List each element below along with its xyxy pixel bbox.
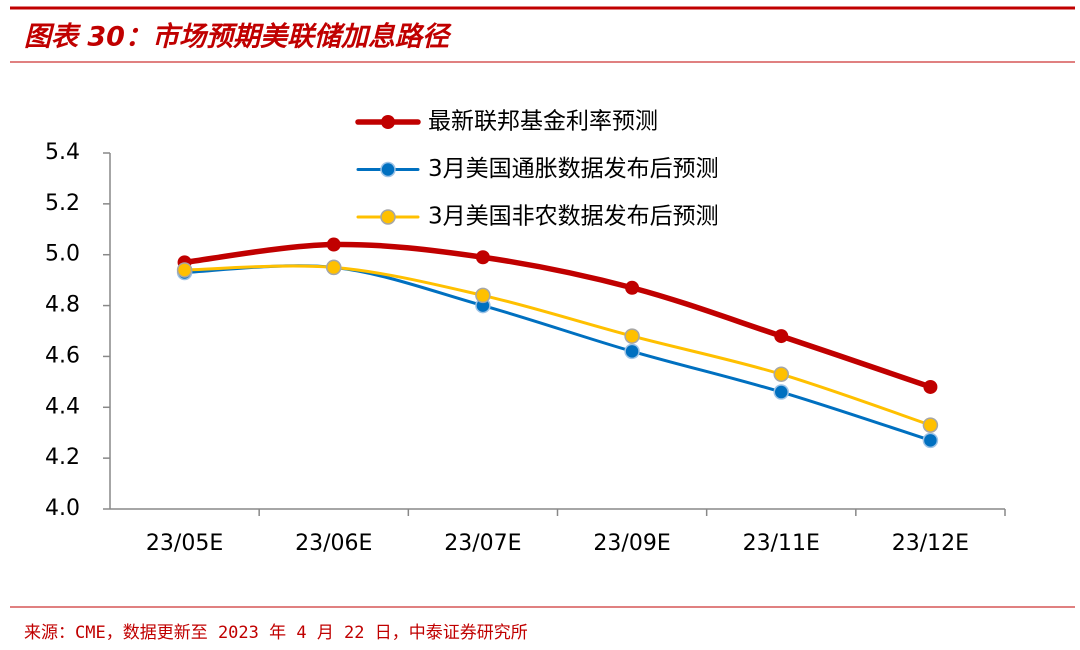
point <box>773 384 789 400</box>
point <box>774 329 789 344</box>
y-tick-label: 4.2 <box>45 445 80 470</box>
legend-marker <box>380 209 396 225</box>
x-tick-label: 23/11E <box>743 531 820 556</box>
legend-label: 最新联邦基金利率预测 <box>428 109 658 135</box>
point <box>625 280 640 295</box>
x-tick-label: 23/07E <box>444 531 521 556</box>
series-line <box>181 241 934 390</box>
point <box>176 262 193 278</box>
y-tick-label: 4.6 <box>45 343 80 368</box>
x-tick-label: 23/09E <box>593 531 670 556</box>
legend-marker <box>380 161 396 178</box>
point <box>922 432 939 449</box>
chart-title: 图表 30：市场预期美联储加息路径 <box>24 22 452 53</box>
point <box>326 259 342 276</box>
legend-marker <box>381 115 395 129</box>
x-tick-label: 23/05E <box>146 531 223 556</box>
legend-label: 3月美国非农数据发布后预测 <box>428 204 719 230</box>
y-tick-label: 5.0 <box>45 242 80 267</box>
y-tick-label: 5.2 <box>45 191 80 216</box>
x-tick-label: 23/12E <box>892 531 969 556</box>
series-line <box>183 264 932 427</box>
source: 来源：CME，数据更新至 2023 年 4 月 22 日，中泰证券研究所 <box>24 623 528 643</box>
y-tick-label: 4.8 <box>45 293 80 318</box>
x-tick-label: 23/06E <box>295 531 372 556</box>
y-tick-label: 4.4 <box>45 394 80 419</box>
point <box>923 379 938 394</box>
legend-label: 3月美国通胀数据发布后预测 <box>428 156 719 182</box>
point <box>624 343 640 360</box>
point <box>326 237 341 252</box>
y-tick-label: 5.4 <box>45 140 80 165</box>
point <box>773 366 789 382</box>
point <box>475 287 491 304</box>
point <box>475 250 490 265</box>
y-tick-label: 4.0 <box>45 496 80 521</box>
point <box>922 417 939 433</box>
point <box>624 328 640 344</box>
